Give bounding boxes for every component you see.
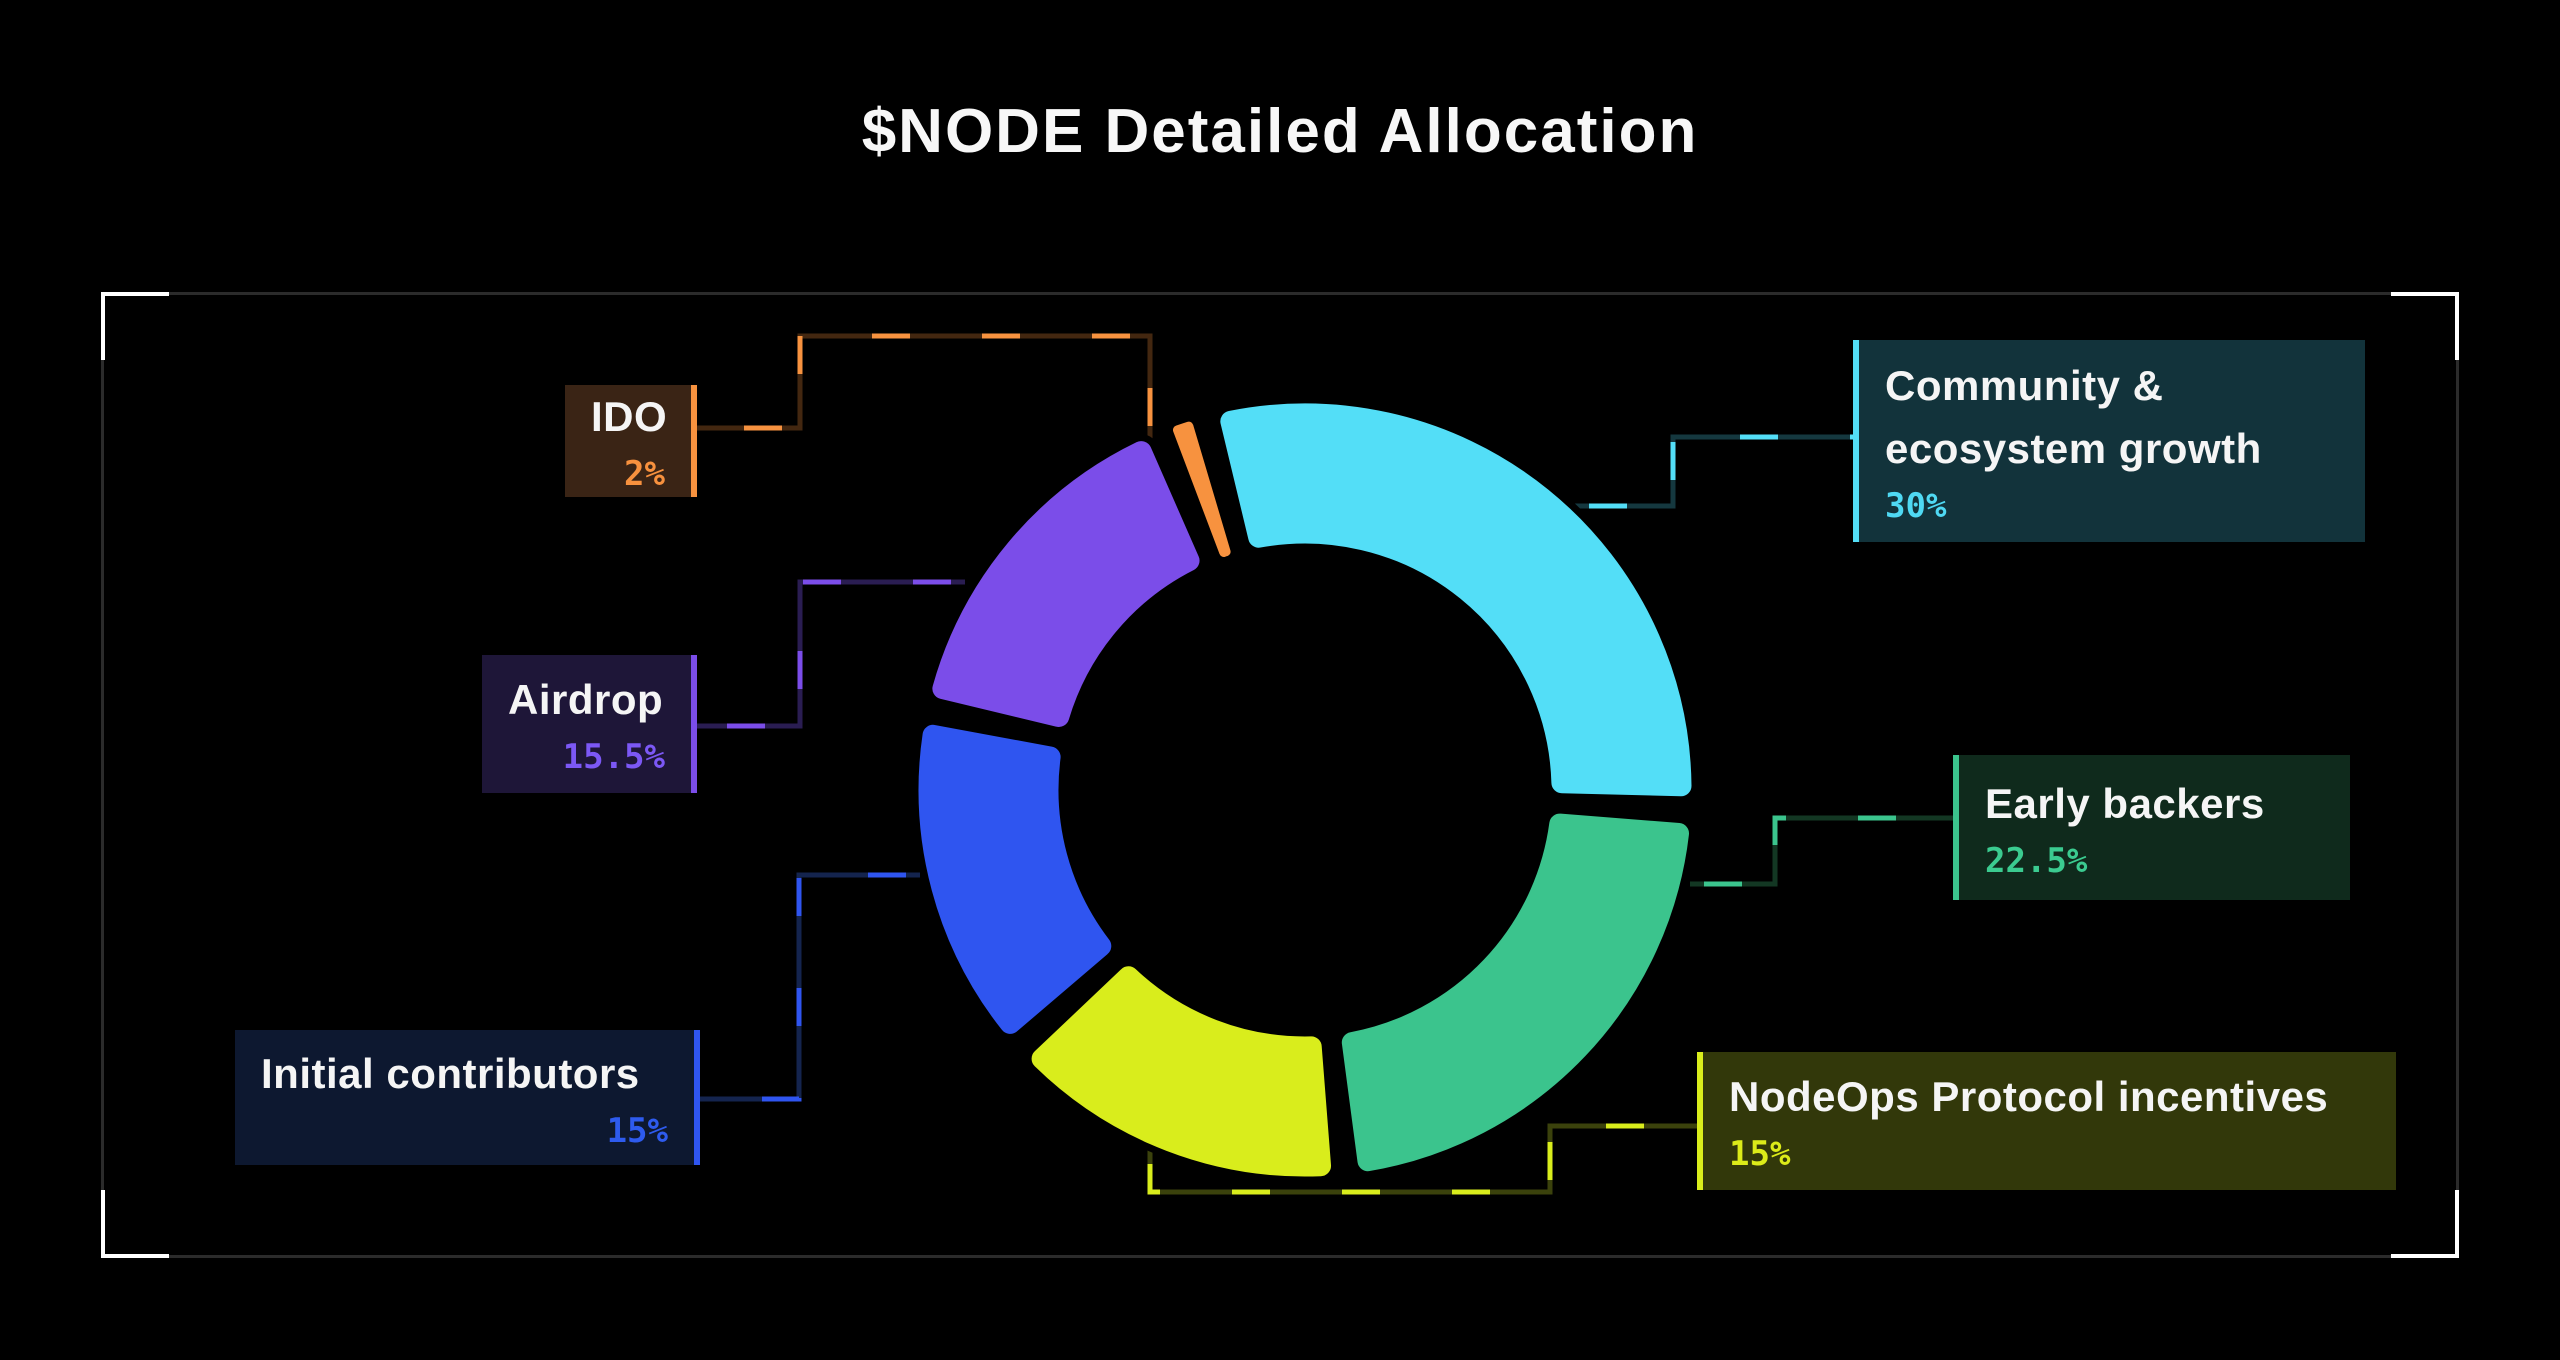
donut-segment-airdrop[interactable] [925,434,1207,734]
callout-label: Airdrop [508,676,664,724]
callout-percent: 30% [1885,485,1947,526]
connector-bright-ido [697,333,1153,440]
donut-segment-nodeops-protocol-incentives[interactable] [1024,959,1338,1184]
donut-segment-ido[interactable] [1166,414,1238,564]
callout-airdrop: Airdrop 15.5% [482,655,697,793]
callout-percent: 15.5% [562,737,665,778]
connector-bright-initial-contributors [700,872,920,1102]
callout-label: ecosystem growth [1885,424,2262,472]
segment-layer [911,396,1699,1184]
connector-base-airdrop [697,579,965,729]
callout-percent: 2% [624,454,665,495]
chart-frame [101,292,2459,1258]
frame-corner-top-left-icon [101,292,169,360]
connector-layer [697,333,1953,1195]
callout-percent: 15% [606,1110,668,1151]
connector-bright-early-backers [1690,815,1953,887]
connector-base-ido [697,333,1153,440]
frame-corner-top-right-icon [2391,292,2459,360]
donut-segment-community-ecosystem-growth[interactable] [1213,396,1699,804]
donut-segment-initial-contributors[interactable] [911,717,1119,1041]
callout-early-backers: Early backers 22.5% [1953,755,2350,900]
callout-percent: 22.5% [1985,840,2088,881]
connector-base-community-ecosystem-growth [1575,434,1853,509]
callout-label: NodeOps Protocol incentives [1729,1073,2329,1121]
callout-label: Initial contributors [261,1049,640,1097]
callout-label: IDO [591,393,668,441]
callout-percent: 15% [1729,1134,1791,1175]
callout-ido: IDO 2% [565,385,697,497]
page-title: $NODE Detailed Allocation [861,97,1699,166]
callout-label: Early backers [1985,779,2265,827]
donut-segment-early-backers[interactable] [1334,806,1696,1179]
connector-bright-community-ecosystem-growth [1575,434,1853,509]
callout-community-ecosystem-growth: Community & ecosystem growth 30% [1853,340,2365,542]
callout-label: Community & [1885,361,2164,409]
callout-nodeops-protocol-incentives: NodeOps Protocol incentives 15% [1697,1052,2396,1190]
frame-corner-bottom-left-icon [101,1190,169,1258]
frame-corner-bottom-right-icon [2391,1190,2459,1258]
connector-base-initial-contributors [700,872,920,1102]
connector-bright-nodeops-protocol-incentives [1147,1123,1697,1195]
callout-initial-contributors: Initial contributors 15% [235,1030,700,1165]
connector-base-early-backers [1690,815,1953,887]
connector-bright-airdrop [697,579,965,729]
